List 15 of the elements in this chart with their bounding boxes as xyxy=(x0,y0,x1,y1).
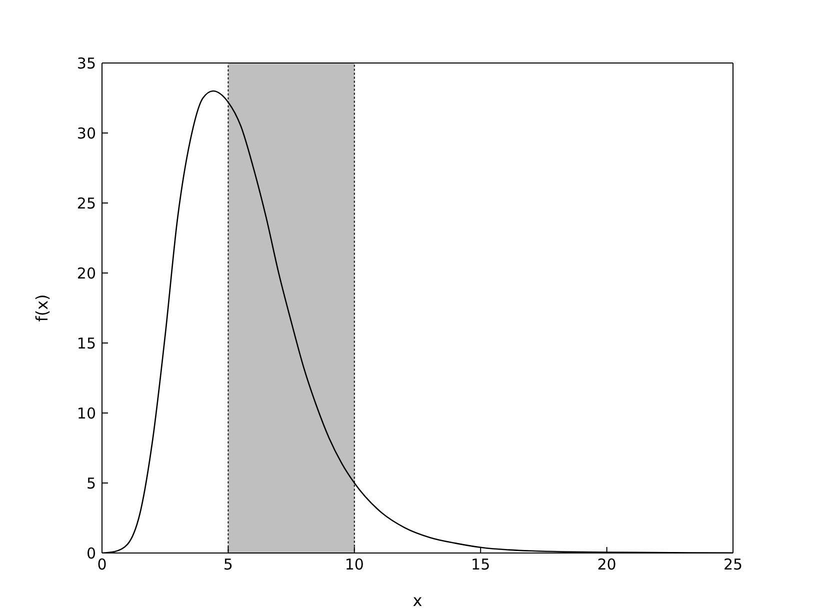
x-tick-label: 5 xyxy=(223,556,233,574)
x-tick-label: 20 xyxy=(597,556,616,574)
x-tick-label: 25 xyxy=(723,556,743,574)
y-tick-label: 35 xyxy=(76,54,96,72)
y-tick-label: 25 xyxy=(76,194,96,212)
x-axis-title: x xyxy=(412,591,422,610)
y-tick-label: 10 xyxy=(76,404,96,422)
y-tick-label: 15 xyxy=(76,334,96,352)
y-tick-label: 30 xyxy=(76,124,96,142)
x-tick-label: 15 xyxy=(471,556,490,574)
y-tick-label: 0 xyxy=(86,544,96,562)
y-axis-title: f(x) xyxy=(32,294,52,322)
y-tick-label: 20 xyxy=(76,264,96,282)
x-tick-label: 10 xyxy=(344,556,364,574)
y-tick-label: 5 xyxy=(86,474,96,492)
